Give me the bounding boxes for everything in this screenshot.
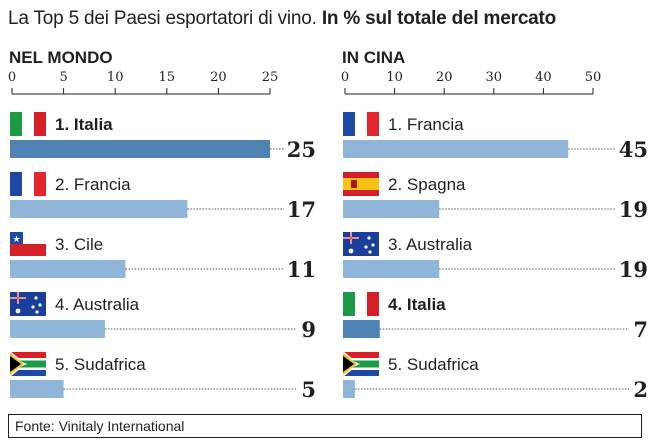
spain-flag-icon	[343, 172, 379, 196]
x-tick-label: 0	[8, 70, 16, 85]
france-flag-icon	[10, 172, 46, 196]
category-label: 2. Francia	[55, 175, 131, 194]
bar	[343, 380, 355, 398]
x-tick-label: 20	[436, 70, 453, 85]
bar	[343, 140, 569, 158]
panel-title: NEL MONDO	[9, 48, 113, 67]
svg-text:★: ★	[12, 234, 20, 244]
bar	[10, 380, 64, 398]
italy-flag-icon	[343, 292, 379, 316]
value-label: 45	[619, 137, 648, 162]
value-label: 2	[633, 377, 648, 402]
x-tick-label: 20	[210, 70, 227, 85]
south-africa-flag-icon	[10, 351, 46, 377]
category-label: 1. Italia	[55, 115, 113, 134]
category-label: 1. Francia	[388, 115, 464, 134]
value-label: 25	[287, 137, 316, 162]
x-tick-label: 15	[159, 70, 176, 85]
bar	[10, 320, 105, 338]
category-label: 5. Sudafrica	[55, 355, 146, 374]
bar	[343, 260, 440, 278]
chart-heading-main: La Top 5 dei Paesi esportatori di vino.	[8, 8, 317, 29]
chart-heading-bold: In % sul totale del mercato	[321, 8, 557, 29]
bar	[10, 200, 188, 218]
x-tick-label: 40	[535, 70, 552, 85]
australia-flag-icon	[343, 232, 379, 256]
value-label: 19	[619, 197, 648, 222]
value-label: 9	[301, 317, 316, 342]
france-flag-icon	[343, 112, 379, 136]
australia-flag-icon	[10, 292, 46, 316]
chile-flag-icon: ★	[10, 232, 46, 256]
value-label: 5	[301, 377, 316, 402]
x-tick-label: 50	[585, 70, 602, 85]
value-label: 19	[619, 257, 648, 282]
x-tick-label: 10	[386, 70, 403, 85]
x-tick-label: 30	[486, 70, 503, 85]
category-label: 3. Cile	[55, 235, 103, 254]
south-africa-flag-icon	[343, 351, 379, 377]
category-label: 4. Italia	[388, 295, 446, 314]
x-tick-label: 10	[107, 70, 124, 85]
panel-title: IN CINA	[342, 48, 405, 67]
x-tick-label: 0	[341, 70, 349, 85]
chart-heading: La Top 5 dei Paesi esportatori di vino. …	[8, 8, 556, 30]
bar	[10, 260, 126, 278]
category-label: 2. Spagna	[388, 175, 466, 194]
italy-flag-icon	[10, 112, 46, 136]
category-label: 3. Australia	[388, 235, 473, 254]
source-note: Fonte: Vinitaly International	[8, 414, 642, 438]
bar	[343, 320, 380, 338]
panel-2: IN CINA 0 10 20 30 40 50 1. Francia 45 2. Spagna 1…	[341, 48, 648, 402]
x-tick-label: 25	[262, 70, 279, 85]
panel-1: NEL MONDO 0 5 10 15 20 25 1. Italia 25 2. Francia…	[8, 48, 316, 402]
value-label: 7	[633, 317, 648, 342]
bar	[10, 140, 270, 158]
bar	[343, 200, 440, 218]
category-label: 5. Sudafrica	[388, 355, 479, 374]
category-label: 4. Australia	[55, 295, 140, 314]
x-tick-label: 5	[59, 70, 67, 85]
value-label: 11	[287, 257, 316, 282]
value-label: 17	[287, 197, 316, 222]
